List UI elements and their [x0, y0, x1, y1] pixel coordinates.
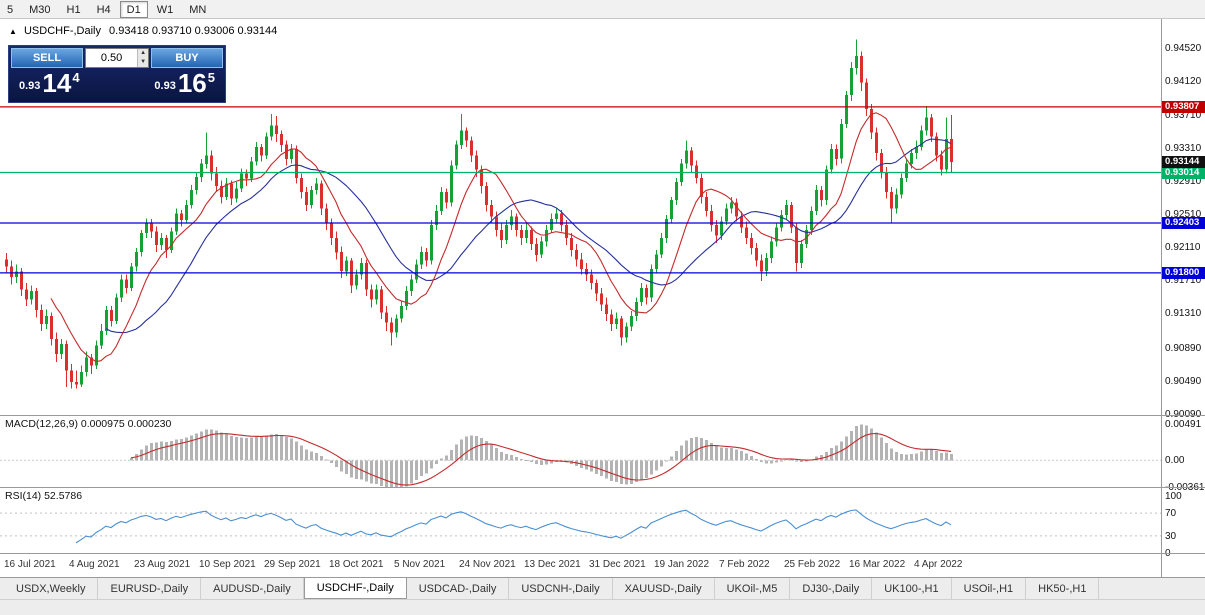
- rsi-tick-label: 100: [1165, 491, 1182, 502]
- period-button-w1[interactable]: W1: [156, 3, 174, 16]
- macd-tick-label: 0.00: [1165, 455, 1185, 467]
- price-tick-label: 0.92910: [1165, 176, 1202, 188]
- period-button-mn[interactable]: MN: [189, 3, 207, 16]
- ma-slow-line: [105, 138, 952, 334]
- date-label: 24 Nov 2021: [459, 559, 516, 570]
- period-button-d1[interactable]: D1: [119, 0, 148, 18]
- price-tick-label: 0.94120: [1165, 76, 1202, 88]
- date-label: 5 Nov 2021: [394, 559, 446, 570]
- date-label: 18 Oct 2021: [329, 559, 384, 570]
- buy-button[interactable]: BUY: [151, 48, 223, 68]
- price-tag: 0.92403: [1162, 217, 1205, 230]
- period-button-5[interactable]: 5: [7, 3, 14, 16]
- ma-fast-line: [50, 112, 952, 363]
- price-tick-label: 0.93310: [1165, 143, 1202, 155]
- symbol-ohlc-values: 0.93418 0.93710 0.93006 0.93144: [109, 25, 278, 37]
- date-label: 4 Apr 2022: [914, 559, 963, 570]
- macd-label: MACD(12,26,9) 0.000975 0.000230: [5, 418, 172, 430]
- one-click-trading-panel: SELL ▲ ▼ BUY 0.93 14 4 0.93: [8, 45, 226, 103]
- price-tick-label: 0.90090: [1165, 409, 1202, 421]
- date-label: 16 Mar 2022: [849, 559, 906, 570]
- panel-divider: [0, 487, 1205, 488]
- price-tick-label: 0.91310: [1165, 308, 1202, 320]
- date-label: 19 Jan 2022: [654, 559, 710, 570]
- price-tick-label: 0.94520: [1165, 42, 1202, 54]
- date-label: 25 Feb 2022: [784, 559, 841, 570]
- price-tick-label: 0.90490: [1165, 376, 1202, 388]
- symbol-title: USDCHF-,Daily: [23, 25, 101, 37]
- price-tag: 0.91800: [1162, 266, 1205, 279]
- tab-usdxweekly[interactable]: USDX,Weekly: [4, 578, 99, 599]
- macd-tick-label: 0.00491: [1165, 418, 1202, 430]
- bottom-strip: [0, 599, 1205, 615]
- date-label: 7 Feb 2022: [719, 559, 770, 570]
- price-tick-label: 0.92510: [1165, 209, 1202, 221]
- buy-price[interactable]: 0.93 16 5: [154, 70, 215, 96]
- price-tick-label: 0.93710: [1165, 109, 1202, 121]
- symbol-info: ▲ USDCHF-,Daily 0.93418 0.93710 0.93006 …: [9, 25, 277, 37]
- rsi-panel-canvas[interactable]: [0, 488, 1161, 554]
- one-click-toggle-icon[interactable]: ▲: [9, 27, 17, 36]
- date-label: 13 Dec 2021: [524, 559, 581, 570]
- tab-eurusddaily[interactable]: EURUSD-,Daily: [98, 578, 202, 599]
- date-label: 16 Jul 2021: [4, 559, 56, 570]
- buy-price-big: 16: [177, 68, 207, 98]
- tab-uk100h1[interactable]: UK100-,H1: [872, 578, 952, 599]
- sell-price-big: 14: [42, 68, 72, 98]
- price-scale[interactable]: 0.94520 0.94120 0.93710 0.93310 0.92910 0.925…: [1161, 19, 1205, 577]
- candles: [5, 39, 953, 389]
- rsi-line: [75, 509, 952, 544]
- volume-spinner: ▲ ▼: [137, 49, 148, 67]
- panel-divider: [0, 415, 1205, 416]
- price-tick-label: 0.90890: [1165, 343, 1202, 355]
- period-button-h4[interactable]: H4: [96, 3, 111, 16]
- date-label: 10 Sep 2021: [199, 559, 256, 570]
- period-toolbar: 5 M30 H1 H4 D1 W1 MN: [0, 0, 1205, 19]
- price-tag: 0.93014: [1162, 166, 1205, 179]
- date-label: 23 Aug 2021: [134, 559, 191, 570]
- panel-divider: [0, 553, 1205, 554]
- price-tick-label: 0.92110: [1165, 242, 1201, 254]
- date-label: 29 Sep 2021: [264, 559, 321, 570]
- rsi-tick-label: 30: [1165, 530, 1177, 542]
- volume-increase-button[interactable]: ▲: [138, 49, 148, 58]
- volume-decrease-button[interactable]: ▼: [138, 58, 148, 67]
- sell-price-pipette: 4: [72, 70, 80, 85]
- rsi-label: RSI(14) 52.5786: [5, 490, 83, 502]
- rsi-tick-label: 70: [1165, 508, 1177, 520]
- date-axis[interactable]: 16 Jul 2021 4 Aug 2021 23 Aug 2021 10 Sep 2…: [0, 554, 1161, 577]
- price-tag: 0.93144: [1162, 155, 1205, 168]
- chart-tabs-bar: USDX,Weekly EURUSD-,Daily AUDUSD-,Daily USD…: [0, 577, 1205, 599]
- period-button-h1[interactable]: H1: [66, 3, 81, 16]
- price-tag: 0.93807: [1162, 100, 1205, 113]
- volume-input[interactable]: [86, 49, 138, 67]
- buy-price-prefix: 0.93: [154, 80, 176, 92]
- tab-audusddaily[interactable]: AUDUSD-,Daily: [201, 578, 304, 599]
- chart-window: ▲ USDCHF-,Daily 0.93418 0.93710 0.93006 …: [0, 19, 1205, 577]
- date-label: 4 Aug 2021: [69, 559, 120, 570]
- macd-panel-canvas[interactable]: [0, 416, 1161, 488]
- tab-dj30daily[interactable]: DJ30-,Daily: [790, 578, 873, 599]
- tab-usoilh1[interactable]: USOil-,H1: [951, 578, 1027, 599]
- tab-xauusddaily[interactable]: XAUUSD-,Daily: [612, 578, 715, 599]
- price-tick-label: 0.91710: [1165, 275, 1202, 287]
- tab-usdcaddaily[interactable]: USDCAD-,Daily: [406, 578, 510, 599]
- volume-stepper[interactable]: ▲ ▼: [85, 48, 149, 68]
- macd-signal-line: [130, 432, 952, 486]
- tab-ukoilm5[interactable]: UKOil-,M5: [714, 578, 791, 599]
- buy-price-pipette: 5: [207, 70, 215, 85]
- date-label: 31 Dec 2021: [589, 559, 646, 570]
- tab-hk50h1[interactable]: HK50-,H1: [1026, 578, 1100, 599]
- tab-usdcnhdaily[interactable]: USDCNH-,Daily: [509, 578, 613, 599]
- sell-price[interactable]: 0.93 14 4: [19, 70, 80, 96]
- sell-price-prefix: 0.93: [19, 80, 41, 92]
- tab-usdchfdaily[interactable]: USDCHF-,Daily: [303, 578, 407, 599]
- period-button-m30[interactable]: M30: [29, 3, 51, 16]
- sell-button[interactable]: SELL: [11, 48, 83, 68]
